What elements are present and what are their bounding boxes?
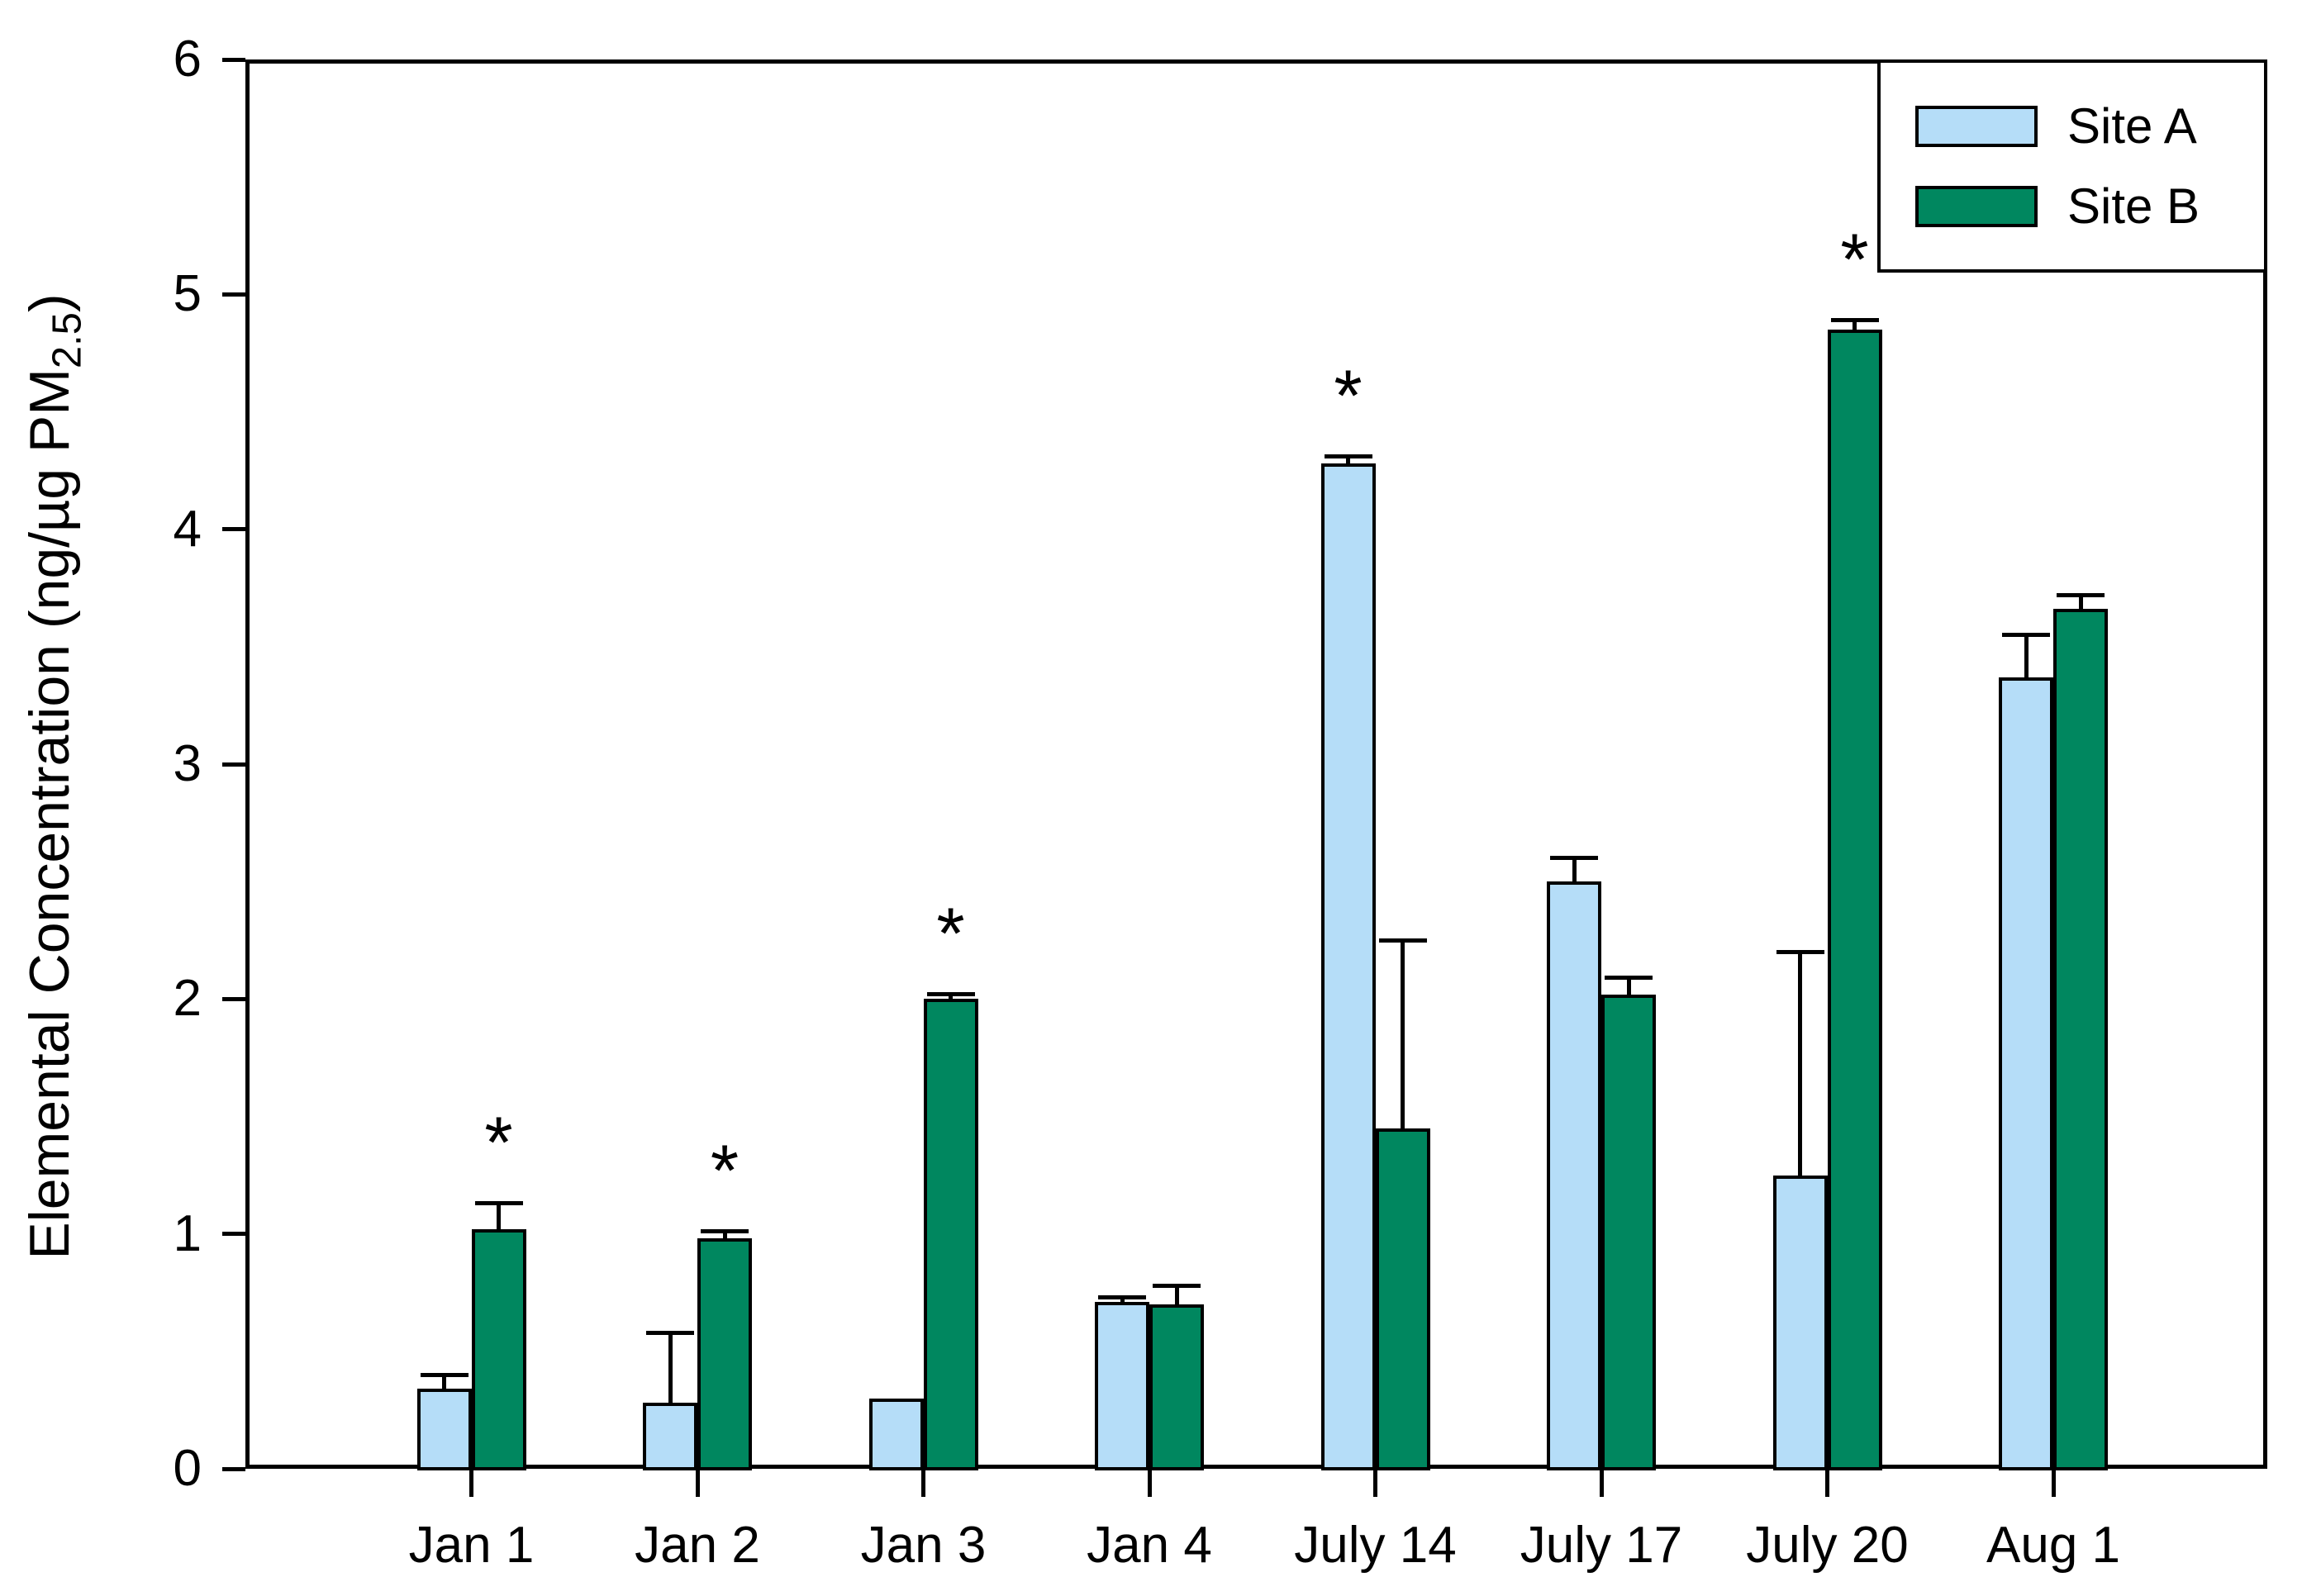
x-axis-tick bbox=[695, 1469, 700, 1497]
x-axis-tick bbox=[1599, 1469, 1604, 1497]
error-bar-stem bbox=[1174, 1285, 1179, 1304]
error-bar-cap bbox=[1378, 938, 1427, 943]
site-b-swatch bbox=[1915, 185, 2038, 227]
error-bar-cap bbox=[1830, 318, 1879, 323]
y-axis-tick bbox=[222, 527, 245, 532]
error-bar-stem bbox=[1572, 857, 1577, 882]
y-axis-tick bbox=[222, 996, 245, 1001]
error-bar-cap bbox=[2057, 592, 2105, 597]
error-bar-stem bbox=[442, 1375, 446, 1389]
y-axis-tick-label: 2 bbox=[173, 970, 202, 1028]
error-bar-stem bbox=[1626, 977, 1631, 995]
error-bar-cap bbox=[926, 992, 975, 997]
x-axis-tick-label: July 20 bbox=[1746, 1517, 1909, 1574]
site-a-label: Site A bbox=[2067, 98, 2197, 154]
x-axis-tick bbox=[1825, 1469, 1829, 1497]
y-axis-tick bbox=[222, 762, 245, 767]
error-bar-stem bbox=[1120, 1297, 1125, 1303]
bar-site-b-aug-1 bbox=[2053, 609, 2108, 1470]
y-axis-title-main: Elemental Concentration (ng/µg PM bbox=[18, 368, 81, 1260]
y-axis-tick-label: 1 bbox=[173, 1204, 202, 1262]
error-bar-stem bbox=[2024, 634, 2029, 677]
bar-site-a-jan-1 bbox=[416, 1389, 472, 1470]
y-axis-tick-label: 4 bbox=[173, 500, 202, 558]
error-bar-cap bbox=[1324, 454, 1372, 459]
error-bar-cap bbox=[1605, 976, 1653, 981]
error-bar-stem bbox=[1346, 456, 1350, 464]
significance-asterisk: * bbox=[710, 1128, 740, 1211]
significance-asterisk: * bbox=[1334, 354, 1363, 436]
x-axis-tick bbox=[1373, 1469, 1377, 1497]
bar-site-a-aug-1 bbox=[1999, 677, 2053, 1470]
significance-asterisk: * bbox=[484, 1100, 513, 1183]
y-axis-tick bbox=[222, 292, 245, 297]
site-b-label: Site B bbox=[2067, 178, 2200, 234]
x-axis-tick-label: July 14 bbox=[1294, 1517, 1457, 1574]
y-axis-title-subscript: 2.5 bbox=[45, 312, 90, 369]
bar-site-b-jan-4 bbox=[1149, 1304, 1204, 1470]
error-bar-stem bbox=[497, 1203, 501, 1229]
bar-site-b-jan-1 bbox=[471, 1228, 526, 1470]
error-bar-cap bbox=[2002, 633, 2050, 638]
bar-site-b-july-14 bbox=[1375, 1128, 1430, 1470]
error-bar-cap bbox=[474, 1201, 523, 1206]
x-axis-tick-label: Jan 2 bbox=[635, 1517, 760, 1574]
bar-site-b-july-17 bbox=[1601, 994, 1656, 1470]
error-bar-cap bbox=[701, 1229, 749, 1234]
error-bar-stem bbox=[2078, 595, 2083, 610]
bar-site-b-jan-2 bbox=[697, 1238, 752, 1470]
error-bar-stem bbox=[722, 1231, 727, 1239]
error-bar-cap bbox=[646, 1330, 694, 1335]
error-bar-stem bbox=[1853, 320, 1857, 330]
error-bar-cap bbox=[1550, 856, 1598, 861]
legend-row-site-b: Site B bbox=[1915, 178, 2264, 235]
y-axis-tick bbox=[222, 1466, 245, 1471]
y-axis-tick bbox=[222, 57, 245, 62]
error-bar-cap bbox=[1098, 1294, 1146, 1299]
x-axis-tick-label: July 17 bbox=[1520, 1517, 1683, 1574]
bar-site-a-july-14 bbox=[1320, 463, 1376, 1470]
legend: Site A Site B bbox=[1877, 59, 2267, 273]
error-bar-cap bbox=[1153, 1283, 1201, 1288]
bar-site-a-july-20 bbox=[1772, 1175, 1828, 1470]
bar-site-a-jan-2 bbox=[643, 1403, 697, 1470]
error-bar-stem bbox=[1401, 940, 1405, 1128]
bar-site-a-jan-3 bbox=[868, 1398, 924, 1470]
y-axis-tick-label: 3 bbox=[173, 735, 202, 792]
y-axis-tick-label: 5 bbox=[173, 265, 202, 323]
bar-site-a-jan-4 bbox=[1095, 1302, 1149, 1470]
site-a-swatch bbox=[1915, 105, 2038, 147]
x-axis-tick-label: Jan 4 bbox=[1087, 1517, 1212, 1574]
x-axis-tick bbox=[1147, 1469, 1152, 1497]
plot-area-frame bbox=[245, 59, 2267, 1469]
significance-asterisk: * bbox=[1840, 217, 1869, 300]
x-axis-tick bbox=[921, 1469, 925, 1497]
y-axis-tick bbox=[222, 1232, 245, 1237]
legend-row-site-a: Site A bbox=[1915, 97, 2264, 154]
y-axis-tick-label: 0 bbox=[173, 1440, 202, 1497]
error-bar-cap bbox=[1776, 949, 1824, 954]
x-axis-tick-label: Aug 1 bbox=[1986, 1517, 2121, 1574]
bar-site-a-july-17 bbox=[1547, 881, 1601, 1470]
x-axis-tick-label: Jan 3 bbox=[860, 1517, 987, 1574]
y-axis-tick-label: 6 bbox=[173, 31, 202, 88]
bar-site-b-jan-3 bbox=[923, 999, 978, 1470]
error-bar-stem bbox=[949, 994, 953, 1000]
x-axis-tick bbox=[2051, 1469, 2056, 1497]
error-bar-stem bbox=[668, 1332, 673, 1404]
x-axis-tick bbox=[469, 1469, 473, 1497]
bar-site-b-july-20 bbox=[1827, 329, 1882, 1470]
error-bar-stem bbox=[1798, 952, 1802, 1176]
significance-asterisk: * bbox=[936, 891, 965, 974]
error-bar-cap bbox=[420, 1372, 468, 1377]
x-axis-tick-label: Jan 1 bbox=[408, 1517, 535, 1574]
